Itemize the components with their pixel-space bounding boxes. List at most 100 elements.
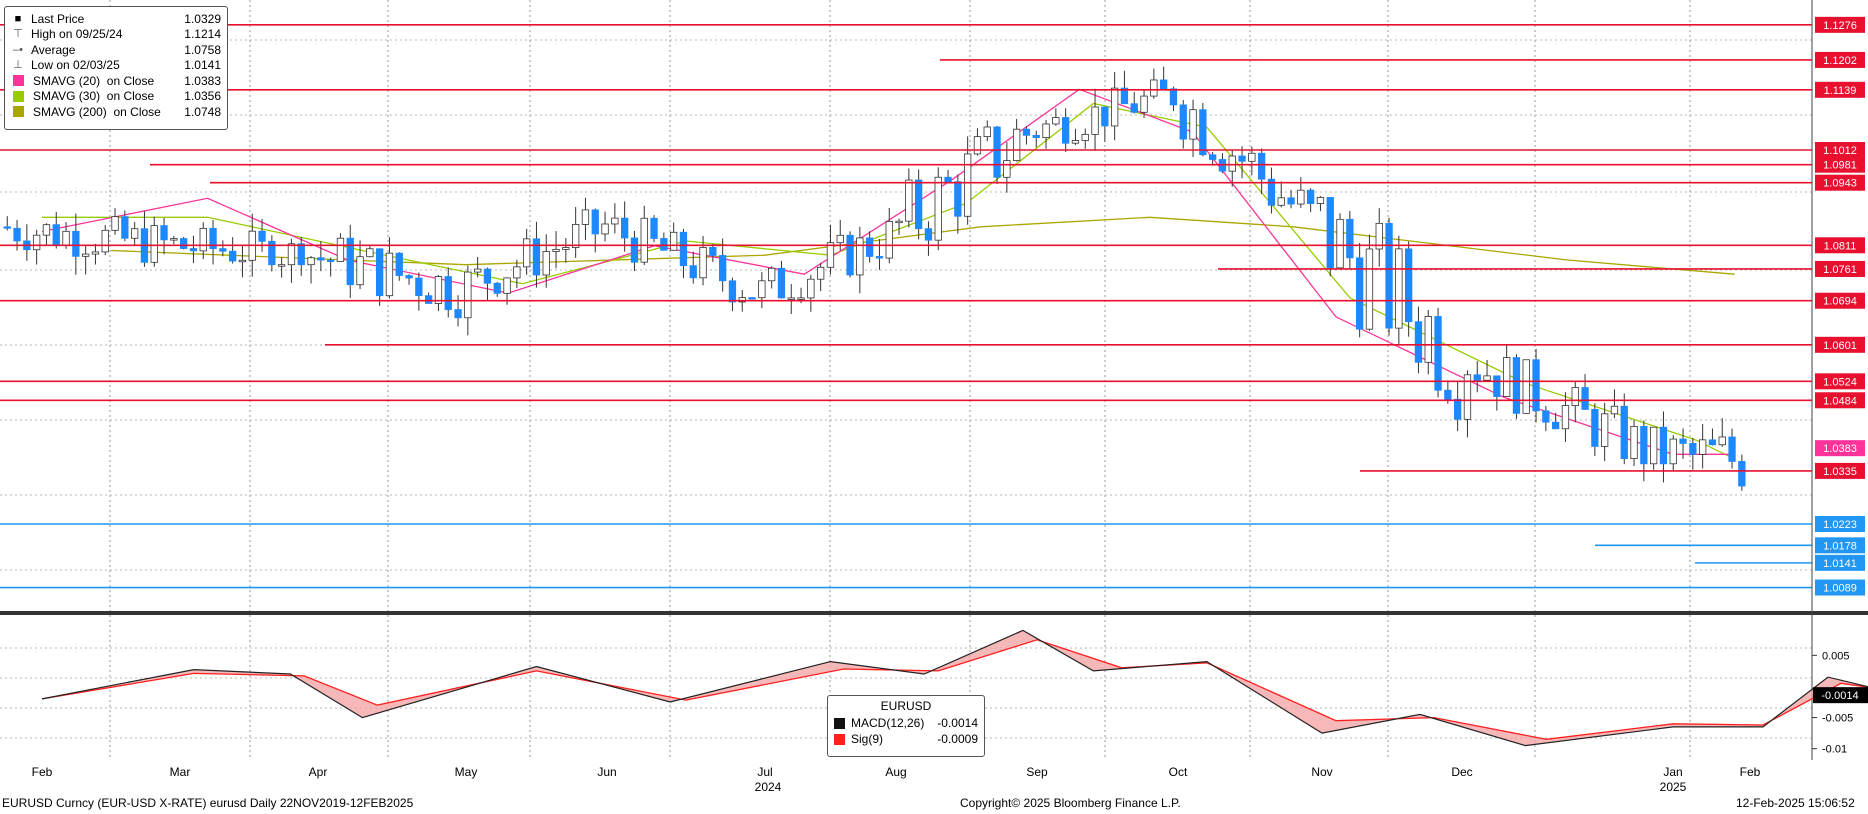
candle-up xyxy=(199,227,207,252)
signal-legend-row: Sig(9) -0.0009 xyxy=(834,731,978,747)
candle-down xyxy=(454,309,462,319)
average-marker-icon: –• xyxy=(13,43,23,56)
candle-down xyxy=(993,126,1001,178)
candle-up xyxy=(1522,359,1530,414)
footer-timestamp: 12-Feb-2025 15:06:52 xyxy=(1736,796,1855,810)
candle-down xyxy=(660,238,668,251)
candle-up xyxy=(1718,436,1726,446)
price-tag-label: 1.0981 xyxy=(1823,160,1857,172)
candle-up xyxy=(856,237,864,276)
candle-down xyxy=(13,227,21,242)
candle-up xyxy=(111,216,119,231)
high-marker-icon: ⊤ xyxy=(13,28,23,41)
legend-value: 1.0748 xyxy=(184,104,221,119)
candle-up xyxy=(1395,248,1403,329)
sma30-line xyxy=(42,102,1735,460)
candle-down xyxy=(52,224,60,246)
candle-up xyxy=(1228,155,1236,172)
candle-down xyxy=(483,268,492,284)
price-tag-label: 1.0811 xyxy=(1824,240,1857,252)
candle-down xyxy=(1199,109,1207,156)
candle-down xyxy=(1032,134,1040,139)
candle-down xyxy=(954,181,962,217)
candle-down xyxy=(1659,426,1668,465)
price-tag-label: 1.0484 xyxy=(1823,395,1857,407)
candle-up xyxy=(1150,79,1158,97)
candle-down xyxy=(209,227,217,250)
price-tag-label: 1.0943 xyxy=(1823,178,1857,190)
candle-down xyxy=(1022,128,1031,136)
candle-up xyxy=(130,228,139,239)
candle-down xyxy=(1414,321,1423,363)
signal-line xyxy=(41,639,1868,740)
candle-up xyxy=(699,246,707,279)
footer-copyright: Copyright© 2025 Bloomberg Finance L.P. xyxy=(960,796,1181,810)
candle-up xyxy=(503,277,511,294)
candle-down xyxy=(630,237,639,263)
candle-up xyxy=(562,247,570,250)
candle-down xyxy=(650,217,658,239)
candle-up xyxy=(1316,197,1325,204)
candle-down xyxy=(709,246,717,256)
signal-legend-label: Sig(9) xyxy=(851,732,884,746)
candle-down xyxy=(1238,155,1246,162)
macd-swatch-icon xyxy=(834,717,845,729)
candle-down xyxy=(405,275,413,279)
price-tag-label: 1.0761 xyxy=(1823,264,1857,276)
candle-down xyxy=(777,267,786,299)
candle-down xyxy=(1307,189,1315,204)
candle-up xyxy=(807,278,815,299)
candle-up xyxy=(385,252,394,297)
price-tag-label: 1.1139 xyxy=(1824,85,1857,97)
candle-down xyxy=(532,238,541,276)
candle-down xyxy=(748,297,756,300)
legend-label: SMAVG (200) on Close xyxy=(33,104,161,119)
candle-down xyxy=(719,255,727,282)
candle-up xyxy=(1630,426,1638,459)
macd-legend: EURUSD MACD(12,26) -0.0014 Sig(9) -0.000… xyxy=(827,695,985,757)
price-tag-label: 1.0601 xyxy=(1823,340,1857,352)
legend-value: 1.0329 xyxy=(184,11,221,26)
candle-up xyxy=(1081,133,1089,141)
candle-down xyxy=(493,282,501,294)
month-label: Feb xyxy=(32,765,53,779)
candle-up xyxy=(366,248,374,258)
candle-up xyxy=(1189,109,1197,140)
month-label: Oct xyxy=(1169,765,1188,779)
price-tag-label: 1.0178 xyxy=(1823,540,1857,552)
candle-up xyxy=(170,238,178,241)
year-label: 2024 xyxy=(755,780,782,794)
month-label: Aug xyxy=(885,765,906,779)
square-icon: ■ xyxy=(14,12,22,25)
signal-legend-value: -0.0009 xyxy=(937,732,978,746)
candle-down xyxy=(1532,359,1540,412)
candle-up xyxy=(1669,438,1677,465)
candle-up xyxy=(1111,87,1119,127)
candle-up xyxy=(473,268,482,273)
candle-up xyxy=(797,297,805,300)
candle-down xyxy=(1209,154,1217,160)
macd-legend-row: MACD(12,26) -0.0014 xyxy=(834,715,978,731)
candle-down xyxy=(72,230,80,257)
candle-down xyxy=(1454,398,1462,420)
month-label: May xyxy=(455,765,478,779)
candle-down xyxy=(1169,88,1178,106)
price-tag xyxy=(1815,81,1865,98)
price-tag-label: 1.1012 xyxy=(1823,145,1857,157)
candle-down xyxy=(728,280,737,303)
candle-down xyxy=(1542,410,1550,423)
candle-up xyxy=(817,266,825,280)
candlesticks xyxy=(3,66,1746,491)
macd-tick-label: -0.005 xyxy=(1822,713,1853,725)
legend-row-average: –• Average 1.0758 xyxy=(11,42,221,58)
candle-up xyxy=(1561,405,1570,430)
candle-up xyxy=(1699,439,1707,455)
candle-down xyxy=(1728,436,1736,462)
macd-histogram-fill xyxy=(42,630,1868,746)
candle-up xyxy=(336,237,345,262)
legend-row-sma20: SMAVG (20) on Close 1.0383 xyxy=(11,73,221,89)
candle-up xyxy=(973,136,982,155)
candle-down xyxy=(1493,375,1501,397)
candle-up xyxy=(1483,375,1491,381)
x-axis: Feb Mar Apr May Jun Jul Aug Sep Oct Nov Dec Jan Feb 2… xyxy=(32,765,1761,794)
